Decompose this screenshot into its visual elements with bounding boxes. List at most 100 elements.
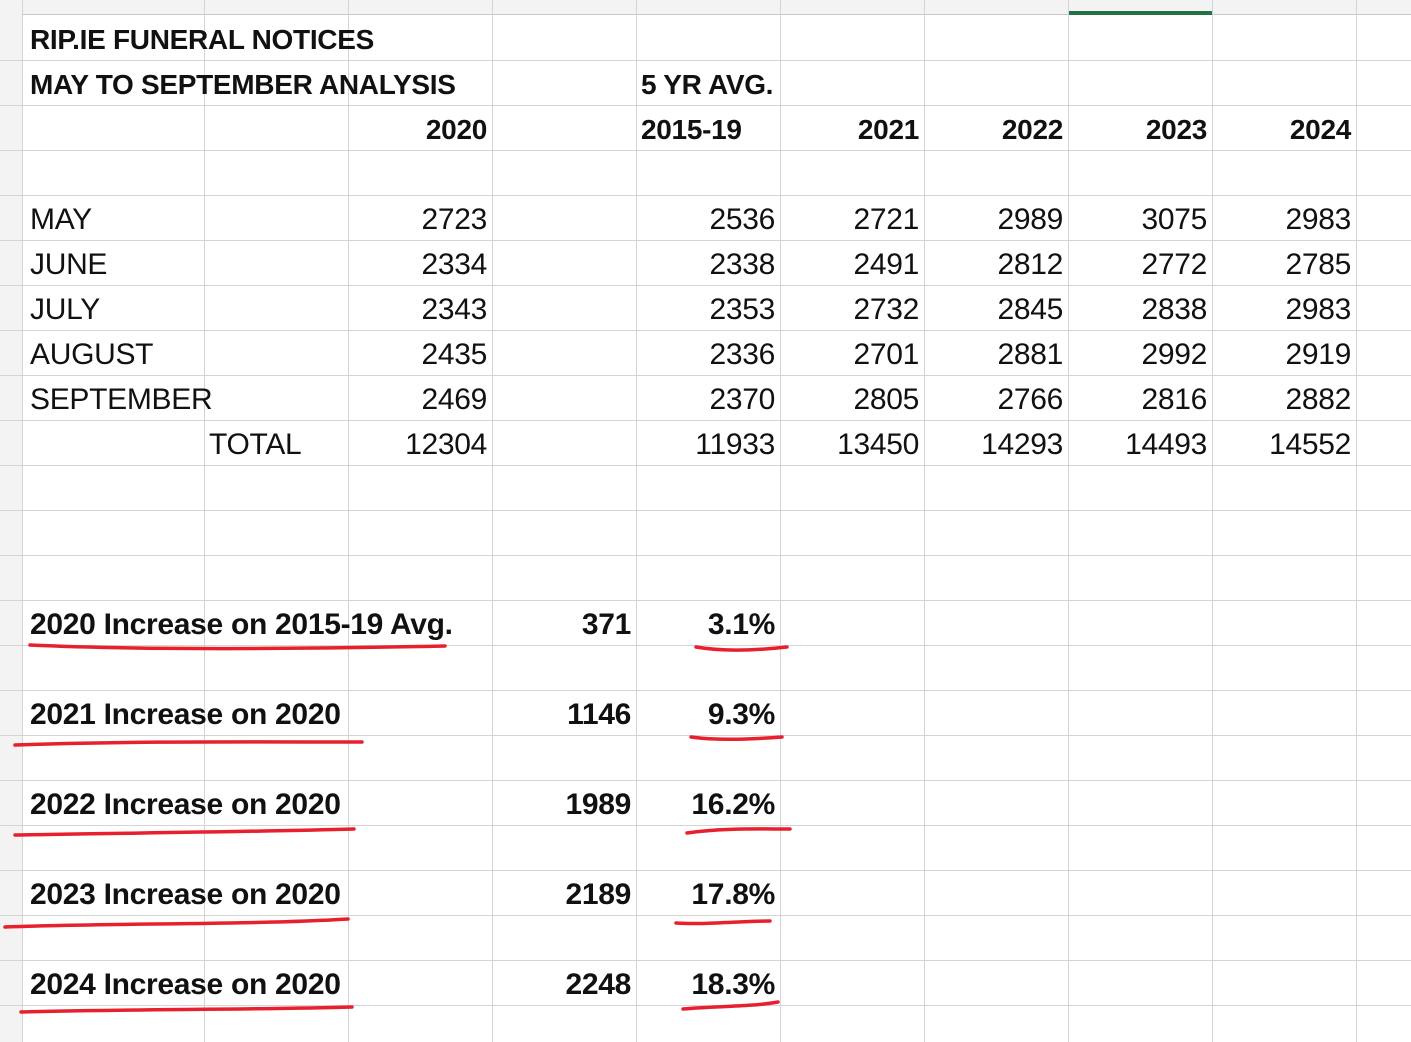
month-label-cell[interactable]: AUGUST [30, 338, 154, 371]
value-cell[interactable]: 2766 [997, 383, 1063, 416]
gridline [924, 0, 925, 1042]
header-cell-2015-19[interactable]: 2015-19 [641, 114, 742, 145]
increase-amount-cell[interactable]: 371 [581, 608, 631, 641]
month-label-cell[interactable]: JULY [30, 293, 100, 326]
gridline [0, 555, 1411, 556]
value-cell[interactable]: 2772 [1141, 248, 1207, 281]
gridline [22, 0, 23, 1042]
avg-header-cell[interactable]: 5 YR AVG. [641, 69, 774, 100]
value-cell[interactable]: 2701 [853, 338, 919, 371]
underline-stroke [674, 919, 772, 926]
gridline [204, 0, 205, 1042]
header-cell-2021[interactable]: 2021 [857, 114, 919, 145]
value-cell[interactable]: 2881 [997, 338, 1063, 371]
gridline [1356, 0, 1357, 1042]
increase-label-cell[interactable]: 2020 Increase on 2015-19 Avg. [30, 608, 453, 641]
total-cell[interactable]: 13450 [837, 428, 919, 461]
value-cell[interactable]: 3075 [1141, 203, 1207, 236]
gridline [0, 420, 1411, 421]
gridline [0, 105, 1411, 106]
underline-stroke [13, 740, 364, 747]
header-cell-2022[interactable]: 2022 [1001, 114, 1063, 145]
column-header-bar[interactable] [0, 0, 1411, 15]
value-cell[interactable]: 2882 [1285, 383, 1351, 416]
value-cell[interactable]: 2983 [1285, 203, 1351, 236]
gridline [0, 195, 1411, 196]
gridline [0, 960, 1411, 961]
increase-label-cell[interactable]: 2024 Increase on 2020 [30, 968, 341, 1001]
gridline [0, 330, 1411, 331]
underline-stroke [694, 645, 789, 652]
gridline [0, 285, 1411, 286]
value-cell[interactable]: 2732 [853, 293, 919, 326]
total-cell[interactable]: 12304 [405, 428, 487, 461]
value-cell[interactable]: 2992 [1141, 338, 1207, 371]
increase-percent-cell[interactable]: 18.3% [691, 968, 775, 1001]
value-cell[interactable]: 2785 [1285, 248, 1351, 281]
value-cell[interactable]: 2989 [997, 203, 1063, 236]
increase-label-cell[interactable]: 2022 Increase on 2020 [30, 788, 341, 821]
selected-column-indicator [1068, 11, 1213, 15]
total-cell[interactable]: 14493 [1125, 428, 1207, 461]
month-label-cell[interactable]: SEPTEMBER [30, 383, 213, 416]
increase-amount-cell[interactable]: 1989 [565, 788, 631, 821]
month-label-cell[interactable]: MAY [30, 203, 92, 236]
total-cell[interactable]: 11933 [695, 428, 775, 461]
gridline [0, 915, 1411, 916]
increase-label-cell[interactable]: 2021 Increase on 2020 [30, 698, 341, 731]
gridline [1068, 0, 1069, 1042]
header-cell-2020[interactable]: 2020 [425, 114, 487, 145]
total-cell[interactable]: 14552 [1269, 428, 1351, 461]
value-cell[interactable]: 2816 [1141, 383, 1207, 416]
value-cell[interactable]: 2353 [709, 293, 775, 326]
value-cell[interactable]: 2919 [1285, 338, 1351, 371]
value-cell[interactable]: 2845 [997, 293, 1063, 326]
total-label-cell[interactable]: TOTAL [209, 428, 302, 461]
underline-stroke [13, 827, 356, 837]
row-header-bar[interactable] [0, 0, 22, 1042]
value-cell[interactable]: 2370 [709, 383, 775, 416]
value-cell[interactable]: 2536 [709, 203, 775, 236]
value-cell[interactable]: 2491 [853, 248, 919, 281]
increase-percent-cell[interactable]: 16.2% [691, 788, 775, 821]
value-cell[interactable]: 2721 [853, 203, 919, 236]
value-cell[interactable]: 2723 [421, 203, 487, 236]
value-cell[interactable]: 2334 [421, 248, 487, 281]
increase-amount-cell[interactable]: 2248 [565, 968, 631, 1001]
gridline [0, 690, 1411, 691]
gridline [0, 150, 1411, 151]
month-label-cell[interactable]: JUNE [30, 248, 108, 281]
increase-percent-cell[interactable]: 17.8% [691, 878, 775, 911]
value-cell[interactable]: 2812 [997, 248, 1063, 281]
gridline [492, 0, 493, 1042]
increase-percent-cell[interactable]: 3.1% [707, 608, 775, 641]
value-cell[interactable]: 2336 [709, 338, 775, 371]
value-cell[interactable]: 2338 [709, 248, 775, 281]
gridline [0, 375, 1411, 376]
underline-stroke [3, 917, 350, 929]
increase-percent-cell[interactable]: 9.3% [707, 698, 775, 731]
value-cell[interactable]: 2805 [853, 383, 919, 416]
increase-amount-cell[interactable]: 1146 [567, 698, 631, 731]
value-cell[interactable]: 2469 [421, 383, 487, 416]
value-cell[interactable]: 2343 [421, 293, 487, 326]
sheet-subtitle[interactable]: MAY TO SEPTEMBER ANALYSIS [30, 69, 456, 100]
gridline [780, 0, 781, 1042]
value-cell[interactable]: 2435 [421, 338, 487, 371]
value-cell[interactable]: 2983 [1285, 293, 1351, 326]
gridline [0, 60, 1411, 61]
sheet-title[interactable]: RIP.IE FUNERAL NOTICES [30, 24, 374, 55]
increase-amount-cell[interactable]: 2189 [565, 878, 631, 911]
underline-stroke [19, 1005, 354, 1014]
total-cell[interactable]: 14293 [981, 428, 1063, 461]
gridline [0, 825, 1411, 826]
value-cell[interactable]: 2838 [1141, 293, 1207, 326]
gridline [348, 0, 349, 1042]
header-cell-2024[interactable]: 2024 [1289, 114, 1351, 145]
header-cell-2023[interactable]: 2023 [1145, 114, 1207, 145]
gridline [0, 510, 1411, 511]
gridline [0, 780, 1411, 781]
increase-label-cell[interactable]: 2023 Increase on 2020 [30, 878, 341, 911]
gridline [0, 240, 1411, 241]
